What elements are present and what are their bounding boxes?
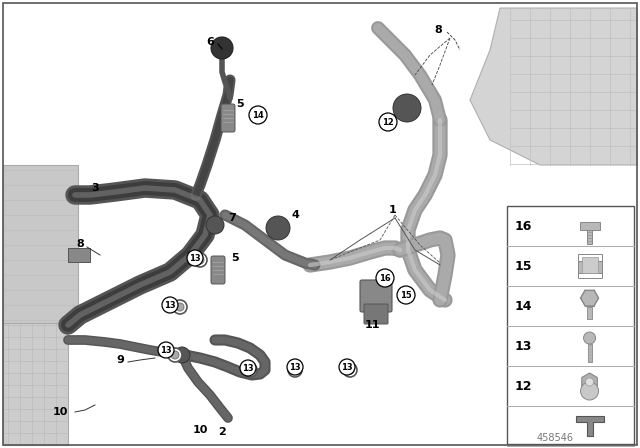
Circle shape	[174, 347, 190, 363]
Text: 14: 14	[515, 300, 532, 313]
Circle shape	[176, 303, 184, 311]
Text: 13: 13	[189, 254, 201, 263]
Circle shape	[240, 360, 256, 376]
Polygon shape	[580, 290, 598, 306]
Circle shape	[158, 342, 174, 358]
Text: 13: 13	[515, 340, 532, 353]
Circle shape	[339, 359, 355, 375]
Circle shape	[266, 216, 290, 240]
Polygon shape	[470, 8, 637, 165]
Circle shape	[187, 250, 203, 266]
Text: 16: 16	[379, 273, 391, 283]
Text: 5: 5	[236, 99, 244, 109]
Text: 13: 13	[289, 362, 301, 371]
Bar	[68, 248, 90, 262]
Bar	[3, 165, 78, 323]
Circle shape	[243, 363, 257, 377]
Text: 14: 14	[252, 111, 264, 120]
Circle shape	[343, 363, 357, 377]
Text: 13: 13	[341, 362, 353, 371]
Circle shape	[393, 94, 421, 122]
Text: 4: 4	[291, 210, 299, 220]
Circle shape	[584, 332, 596, 344]
Circle shape	[171, 351, 179, 359]
Text: 7: 7	[228, 213, 236, 223]
Circle shape	[246, 366, 254, 374]
Bar	[577, 261, 602, 273]
Circle shape	[287, 359, 303, 375]
Text: 15: 15	[515, 259, 532, 272]
Circle shape	[397, 286, 415, 304]
Bar	[582, 257, 598, 273]
Text: 5: 5	[231, 253, 239, 263]
Circle shape	[168, 348, 182, 362]
Text: 13: 13	[164, 301, 176, 310]
Circle shape	[162, 297, 178, 313]
Text: 10: 10	[52, 407, 68, 417]
Text: 12: 12	[382, 117, 394, 126]
Polygon shape	[575, 416, 604, 436]
Bar	[577, 254, 602, 278]
Circle shape	[291, 366, 299, 374]
Circle shape	[288, 363, 302, 377]
Circle shape	[206, 216, 224, 234]
Text: 8: 8	[76, 239, 84, 249]
Circle shape	[193, 253, 207, 267]
Bar	[588, 344, 591, 362]
Circle shape	[211, 37, 233, 59]
Circle shape	[580, 382, 598, 400]
Text: 15: 15	[400, 290, 412, 300]
Text: 3: 3	[91, 183, 99, 193]
Circle shape	[379, 113, 397, 131]
Circle shape	[196, 256, 204, 264]
Circle shape	[249, 106, 267, 124]
Bar	[587, 307, 592, 319]
Text: 8: 8	[434, 25, 442, 35]
Text: 1: 1	[389, 205, 397, 215]
Text: 13: 13	[242, 363, 254, 372]
Text: 13: 13	[160, 345, 172, 354]
FancyBboxPatch shape	[211, 256, 225, 284]
Circle shape	[173, 300, 187, 314]
Text: 9: 9	[116, 355, 124, 365]
Polygon shape	[582, 373, 597, 391]
Text: 6: 6	[206, 37, 214, 47]
Text: 2: 2	[218, 427, 226, 437]
Text: 12: 12	[515, 379, 532, 392]
Circle shape	[586, 378, 593, 386]
Text: 11: 11	[364, 320, 380, 330]
FancyBboxPatch shape	[221, 104, 235, 132]
FancyBboxPatch shape	[364, 304, 388, 324]
Text: 458546: 458546	[536, 433, 573, 443]
Circle shape	[376, 269, 394, 287]
Text: 10: 10	[192, 425, 208, 435]
Bar	[3, 320, 68, 445]
Bar	[580, 222, 600, 230]
FancyBboxPatch shape	[360, 280, 392, 312]
Text: 16: 16	[515, 220, 532, 233]
Circle shape	[346, 366, 354, 374]
Bar	[507, 206, 634, 444]
Bar	[587, 230, 592, 244]
